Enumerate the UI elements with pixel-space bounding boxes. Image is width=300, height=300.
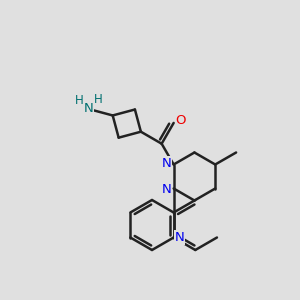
- Text: N: N: [162, 157, 172, 170]
- Text: H: H: [94, 93, 103, 106]
- Text: N: N: [162, 183, 172, 196]
- Text: N: N: [175, 231, 184, 244]
- Text: O: O: [176, 114, 186, 128]
- Text: N: N: [84, 102, 93, 115]
- Text: H: H: [75, 94, 84, 107]
